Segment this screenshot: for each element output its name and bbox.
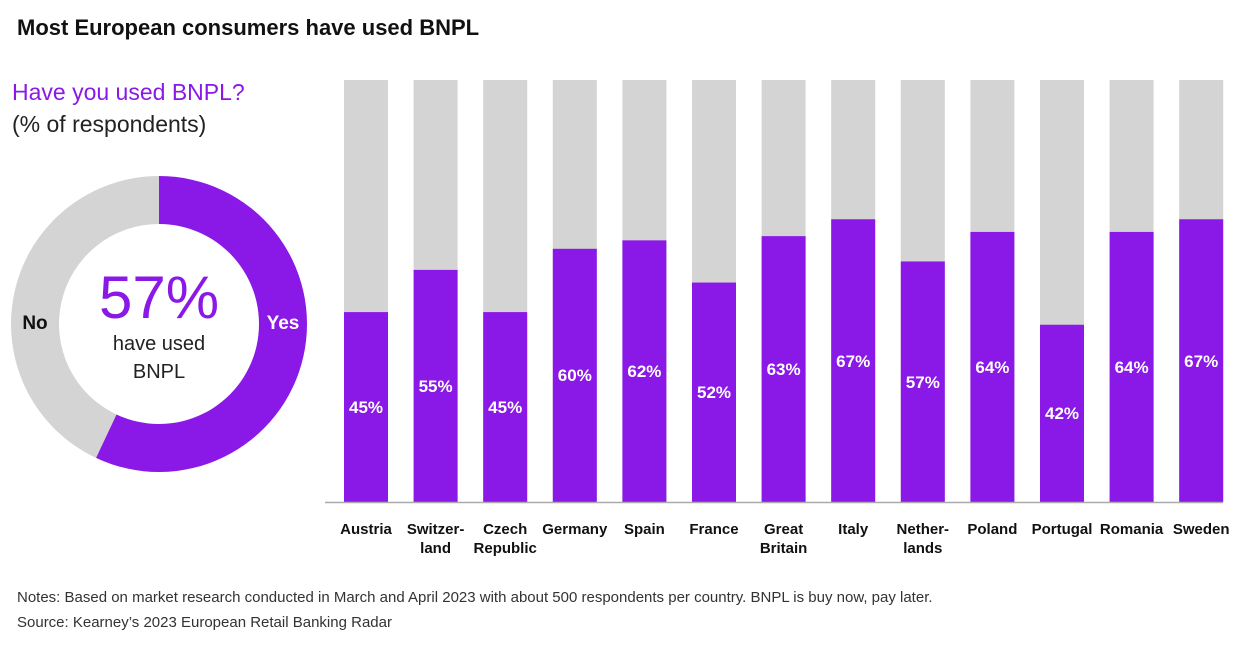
slice-label: No bbox=[22, 313, 48, 334]
bar bbox=[831, 219, 876, 502]
pie-slice bbox=[95, 176, 307, 472]
page-title: Most European consumers have used BNPL bbox=[17, 15, 480, 40]
value-label: 52% bbox=[696, 383, 732, 403]
bar bbox=[761, 236, 806, 502]
bar bbox=[1179, 219, 1224, 502]
value-label: 60% bbox=[557, 366, 592, 386]
x-tick-label: Germany bbox=[542, 521, 608, 538]
value-label: 45% bbox=[488, 398, 523, 418]
pie-title: Have you used BNPL? bbox=[12, 79, 245, 105]
slice-label: Yes bbox=[266, 313, 300, 334]
pie-subtitle: (% of respondents) bbox=[12, 111, 207, 137]
bar bbox=[413, 269, 458, 502]
pie-slice bbox=[10, 176, 159, 458]
x-tick-label: Switzer- land bbox=[406, 521, 465, 557]
notes: Notes: Based on market research conducte… bbox=[17, 589, 933, 606]
x-tick-label: Poland bbox=[967, 521, 1018, 538]
x-tick-label: Nether- lands bbox=[896, 521, 950, 557]
value-label: 67% bbox=[1184, 351, 1219, 371]
bar bbox=[1109, 231, 1154, 503]
value-label: 42% bbox=[1044, 404, 1080, 424]
bar bbox=[692, 282, 736, 502]
bar bbox=[1040, 324, 1084, 502]
x-tick-label: Portugal bbox=[1031, 521, 1093, 538]
x-tick-label: Austria bbox=[340, 521, 392, 538]
source: Source: Kearney’s 2023 European Retail B… bbox=[17, 614, 392, 631]
value-label: 67% bbox=[836, 351, 871, 371]
x-tick-label: France bbox=[689, 521, 739, 538]
bar bbox=[552, 248, 597, 502]
bar bbox=[970, 231, 1015, 503]
value-label: 64% bbox=[975, 357, 1010, 377]
x-tick-label: Sweden bbox=[1172, 521, 1230, 538]
bar bbox=[622, 240, 667, 503]
center-label: 57% bbox=[98, 264, 220, 331]
x-tick-label: Great Britain bbox=[759, 521, 808, 557]
value-label: 64% bbox=[1114, 357, 1149, 377]
x-tick-label: Italy bbox=[838, 521, 869, 538]
bar bbox=[483, 312, 528, 502]
bar bbox=[344, 312, 388, 502]
value-label: 57% bbox=[905, 372, 940, 392]
x-tick-label: Spain bbox=[623, 521, 665, 538]
center-text: have used BNPL bbox=[112, 333, 206, 383]
value-label: 55% bbox=[418, 376, 453, 396]
value-label: 62% bbox=[627, 362, 662, 382]
bar bbox=[900, 261, 945, 502]
x-tick-label: Czech Republic bbox=[473, 521, 537, 557]
value-label: 63% bbox=[766, 360, 801, 380]
value-label: 45% bbox=[348, 398, 384, 418]
x-tick-label: Romania bbox=[1099, 521, 1164, 538]
